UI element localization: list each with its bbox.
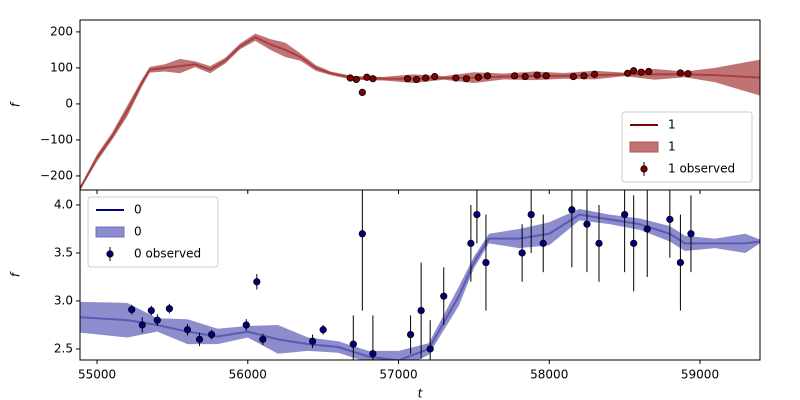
observed-point bbox=[259, 335, 267, 343]
observed-point bbox=[527, 210, 535, 219]
y-axis-label: f bbox=[9, 101, 23, 107]
observed-point bbox=[539, 239, 547, 247]
observed-point bbox=[183, 326, 192, 334]
observed-point bbox=[518, 249, 526, 257]
legend-label: 1 bbox=[668, 140, 676, 154]
legend-label: 0 bbox=[134, 203, 142, 217]
y-tick-label: −200 bbox=[40, 168, 73, 182]
observed-point bbox=[138, 321, 146, 329]
observed-point bbox=[533, 71, 541, 79]
observed-point bbox=[352, 75, 360, 84]
x-tick-label: 59000 bbox=[681, 368, 719, 382]
legend-marker bbox=[106, 250, 114, 258]
observed-point bbox=[568, 206, 576, 214]
observed-point bbox=[583, 220, 591, 228]
observed-point bbox=[319, 326, 327, 334]
x-axis-label: t bbox=[418, 387, 424, 400]
legend-patch bbox=[95, 226, 125, 238]
observed-point bbox=[482, 258, 490, 267]
observed-point bbox=[473, 210, 481, 219]
observed-point bbox=[403, 75, 412, 83]
axes-frame bbox=[79, 189, 761, 361]
observed-point bbox=[684, 70, 692, 78]
observed-point bbox=[462, 75, 470, 83]
observed-point bbox=[676, 69, 685, 77]
observed-point bbox=[643, 225, 651, 233]
observed-point bbox=[637, 68, 645, 76]
legend: 1 1 1 observed bbox=[621, 111, 753, 183]
observed-point bbox=[417, 306, 425, 315]
observed-point bbox=[580, 72, 588, 80]
y-tick-label: 2.5 bbox=[54, 341, 73, 355]
observed-point bbox=[147, 306, 155, 315]
legend-patch bbox=[629, 141, 659, 153]
observed-point bbox=[510, 72, 519, 80]
observed-point bbox=[363, 73, 371, 81]
observed-point bbox=[253, 278, 261, 286]
y-tick-label: 100 bbox=[50, 60, 73, 74]
observed-point bbox=[474, 73, 483, 81]
y-tick-label: 0 bbox=[65, 96, 73, 110]
observed-point bbox=[630, 67, 638, 75]
y-axis-label: f bbox=[9, 271, 23, 277]
observed-point bbox=[369, 75, 377, 83]
y-tick-label: 200 bbox=[50, 24, 73, 38]
legend-label: 1 observed bbox=[668, 162, 735, 176]
legend-box bbox=[87, 196, 219, 268]
observed-point bbox=[349, 340, 357, 348]
legend-box bbox=[621, 111, 753, 183]
observed-point bbox=[358, 88, 366, 96]
observed-point bbox=[207, 330, 216, 339]
observed-point bbox=[521, 72, 529, 81]
observed-point bbox=[426, 345, 434, 353]
plot-area bbox=[80, 190, 760, 360]
confidence-band bbox=[80, 33, 760, 190]
observed-point bbox=[440, 292, 448, 300]
x-tick-label: 57000 bbox=[379, 368, 417, 382]
legend-marker bbox=[640, 165, 648, 173]
legend-label: 1 bbox=[668, 118, 676, 132]
observed-point bbox=[595, 239, 603, 247]
observed-point bbox=[645, 67, 653, 76]
observed-point bbox=[452, 74, 460, 82]
observed-point bbox=[630, 239, 638, 247]
observed-point bbox=[687, 230, 695, 238]
observed-point bbox=[666, 215, 674, 223]
observed-point bbox=[358, 230, 366, 238]
x-tick-label: 55000 bbox=[78, 368, 116, 382]
observed-point bbox=[624, 69, 632, 77]
observed-point bbox=[590, 70, 599, 78]
observed-point bbox=[569, 72, 577, 81]
observed-point bbox=[542, 72, 550, 80]
observed-point bbox=[346, 74, 354, 82]
observed-point bbox=[422, 74, 430, 82]
observed-point bbox=[153, 316, 161, 324]
observed-point bbox=[467, 239, 475, 247]
plot-area bbox=[80, 33, 760, 190]
y-tick-label: 3.0 bbox=[54, 293, 73, 307]
legend-label: 0 bbox=[134, 225, 142, 239]
y-tick-label: 4.0 bbox=[54, 197, 73, 211]
observed-point bbox=[413, 75, 421, 84]
observed-point bbox=[406, 330, 415, 339]
observed-point bbox=[621, 210, 629, 219]
x-tick-label: 56000 bbox=[229, 368, 267, 382]
y-tick-label: −100 bbox=[40, 132, 73, 146]
observed-point bbox=[308, 337, 317, 345]
observed-point bbox=[242, 321, 250, 329]
legend: 0 0 0 observed bbox=[87, 196, 219, 268]
observed-point bbox=[676, 258, 685, 267]
legend-label: 0 observed bbox=[134, 247, 201, 261]
observed-point bbox=[165, 305, 173, 313]
observed-point bbox=[195, 335, 204, 343]
observed-point bbox=[128, 306, 136, 314]
x-tick-label: 58000 bbox=[530, 368, 568, 382]
y-tick-label: 3.5 bbox=[54, 245, 73, 259]
observed-point bbox=[431, 72, 439, 81]
observed-point bbox=[483, 72, 492, 80]
observed-point bbox=[369, 350, 377, 358]
